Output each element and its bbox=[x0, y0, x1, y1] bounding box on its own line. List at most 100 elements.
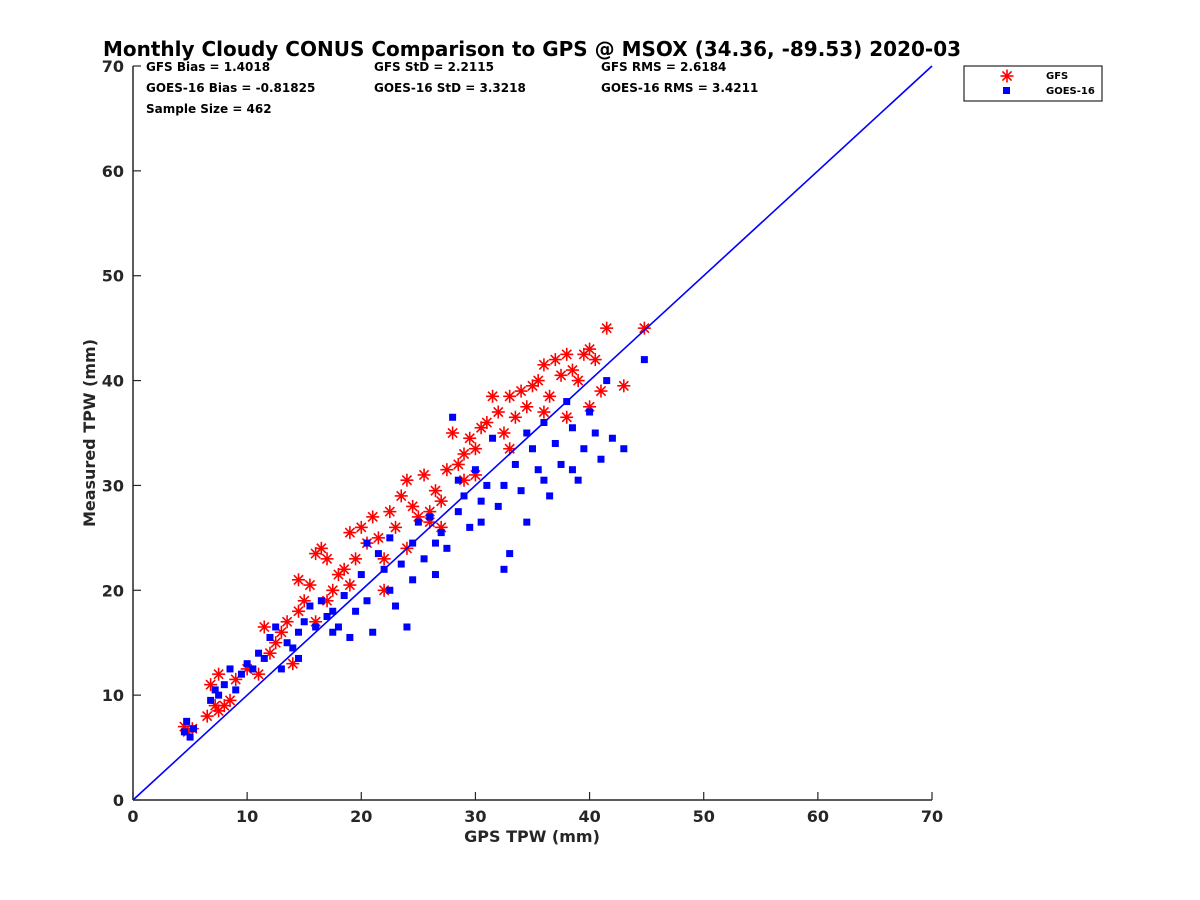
goes16-point bbox=[640, 356, 648, 364]
gfs-point bbox=[354, 520, 368, 534]
legend-box bbox=[963, 65, 1103, 102]
gfs-point bbox=[303, 578, 317, 592]
one-to-one-line bbox=[132, 65, 933, 801]
goes16-point bbox=[243, 660, 251, 668]
goes16-point bbox=[586, 408, 594, 416]
gfs-point bbox=[594, 384, 608, 398]
goes16-point bbox=[340, 592, 348, 600]
x-tick-label: 40 bbox=[578, 807, 600, 826]
goes16-point bbox=[540, 476, 548, 484]
gfs-point bbox=[383, 505, 397, 519]
goes16-point bbox=[500, 565, 508, 573]
gfs-point bbox=[223, 693, 237, 707]
goes16-point bbox=[255, 649, 263, 657]
goes16-point bbox=[580, 445, 588, 453]
gfs-point bbox=[537, 405, 551, 419]
gfs-point bbox=[269, 636, 283, 650]
gfs-point bbox=[292, 604, 306, 618]
gfs-rms-text: GFS RMS = 2.6184 bbox=[601, 60, 726, 74]
goes16-point bbox=[346, 633, 354, 641]
gfs-point bbox=[560, 347, 574, 361]
y-tick-label: 30 bbox=[102, 476, 124, 495]
goes16-point bbox=[317, 597, 325, 605]
gfs-point bbox=[349, 552, 363, 566]
gfs-point bbox=[446, 426, 460, 440]
gfs-point bbox=[400, 473, 414, 487]
reference-line bbox=[132, 65, 933, 801]
goes16-point bbox=[483, 481, 491, 489]
legend-gfs-asterisk bbox=[1000, 69, 1014, 83]
gfs-point bbox=[292, 573, 306, 587]
gfs-point bbox=[583, 342, 597, 356]
gfs-point bbox=[600, 321, 614, 335]
x-tick-label: 0 bbox=[127, 807, 138, 826]
goes16-point bbox=[546, 492, 554, 500]
sample-size-text: Sample Size = 462 bbox=[146, 102, 272, 116]
goes16-point bbox=[272, 623, 280, 631]
gfs-point bbox=[508, 410, 522, 424]
goes-std-text: GOES-16 StD = 3.3218 bbox=[374, 81, 526, 95]
goes16-point bbox=[426, 513, 434, 521]
goes16-point bbox=[266, 633, 274, 641]
gfs-point bbox=[514, 384, 528, 398]
goes16-point bbox=[477, 518, 485, 526]
goes16-point bbox=[608, 434, 616, 442]
gfs-point bbox=[252, 667, 266, 681]
goes16-point bbox=[352, 607, 360, 615]
gfs-point bbox=[491, 405, 505, 419]
gfs-point bbox=[463, 431, 477, 445]
goes16-point bbox=[409, 576, 417, 584]
goes16-point bbox=[363, 539, 371, 547]
gfs-point bbox=[451, 457, 465, 471]
gfs-point bbox=[571, 374, 585, 388]
goes16-point bbox=[357, 571, 365, 579]
goes16-point bbox=[295, 628, 303, 636]
goes16-point bbox=[477, 497, 485, 505]
gfs-point bbox=[343, 526, 357, 540]
goes16-point bbox=[403, 623, 411, 631]
gfs-point bbox=[428, 484, 442, 498]
legend-goes-label: GOES-16 bbox=[1046, 86, 1095, 97]
goes16-point bbox=[323, 613, 331, 620]
gfs-point bbox=[560, 410, 574, 424]
goes16-point bbox=[374, 550, 382, 558]
goes16-point bbox=[232, 686, 240, 694]
axes: 0 10 20 30 40 50 60 70 0 10 20 30 40 50 60 70 bbox=[102, 57, 943, 826]
goes16-point bbox=[220, 681, 228, 689]
gfs-point bbox=[320, 552, 334, 566]
goes16-point bbox=[186, 733, 194, 741]
goes16-point bbox=[511, 460, 519, 468]
gfs-point bbox=[200, 709, 214, 723]
goes16-point bbox=[620, 445, 628, 453]
goes16-point bbox=[183, 717, 191, 725]
gfs-point bbox=[314, 541, 328, 555]
stats-annotations: GFS Bias = 1.4018 GFS StD = 2.2115 GFS R… bbox=[146, 60, 758, 116]
gfs-point bbox=[565, 363, 579, 377]
y-tick-label: 20 bbox=[102, 581, 124, 600]
gfs-point bbox=[343, 578, 357, 592]
gfs-point bbox=[440, 463, 454, 477]
goes16-point bbox=[568, 424, 576, 432]
goes16-point bbox=[603, 377, 611, 385]
gfs-point bbox=[389, 520, 403, 534]
gfs-point bbox=[257, 620, 271, 634]
goes16-point bbox=[295, 654, 303, 662]
goes16-point bbox=[277, 665, 285, 673]
goes-bias-text: GOES-16 Bias = -0.81825 bbox=[146, 81, 315, 95]
gfs-point bbox=[286, 657, 300, 671]
goes16-point bbox=[437, 529, 445, 537]
legend: GFS GOES-16 bbox=[963, 65, 1103, 102]
goes16-point bbox=[557, 460, 565, 468]
goes16-point bbox=[386, 534, 394, 542]
goes16-point bbox=[386, 586, 394, 594]
goes16-point bbox=[334, 623, 342, 631]
goes16-point bbox=[300, 618, 308, 626]
goes16-point bbox=[207, 696, 215, 704]
gfs-point bbox=[520, 400, 534, 414]
gfs-point bbox=[366, 510, 380, 524]
gfs-point bbox=[337, 562, 351, 576]
x-tick-label: 70 bbox=[921, 807, 943, 826]
x-axis-label: GPS TPW (mm) bbox=[464, 827, 600, 846]
goes16-point bbox=[591, 429, 599, 437]
